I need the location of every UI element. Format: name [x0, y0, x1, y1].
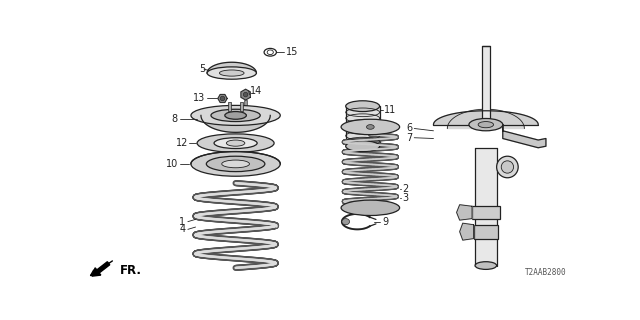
Bar [474, 225, 498, 239]
Text: 13: 13 [193, 93, 205, 103]
Text: 3: 3 [403, 193, 409, 203]
Ellipse shape [221, 160, 250, 168]
Ellipse shape [220, 96, 225, 101]
Polygon shape [503, 124, 546, 148]
Bar [228, 101, 231, 111]
Polygon shape [201, 116, 270, 132]
Ellipse shape [197, 134, 274, 152]
Bar [346, 106, 380, 146]
Text: FR.: FR. [120, 264, 142, 277]
Polygon shape [218, 99, 223, 102]
Ellipse shape [225, 112, 246, 119]
Text: 1: 1 [179, 217, 186, 227]
Polygon shape [218, 94, 223, 99]
Ellipse shape [341, 119, 399, 135]
Polygon shape [223, 99, 227, 102]
Polygon shape [223, 94, 227, 99]
Polygon shape [433, 111, 538, 124]
Ellipse shape [243, 92, 248, 97]
Text: 12: 12 [175, 138, 188, 148]
Text: 11: 11 [384, 105, 396, 115]
Text: 10: 10 [166, 159, 178, 169]
Text: 4: 4 [179, 224, 186, 234]
Ellipse shape [220, 70, 244, 76]
Text: 9: 9 [382, 217, 388, 227]
Text: T2AAB2800: T2AAB2800 [525, 268, 566, 277]
Ellipse shape [478, 122, 493, 128]
FancyArrow shape [92, 262, 109, 276]
Ellipse shape [214, 138, 257, 148]
Ellipse shape [367, 124, 374, 129]
Polygon shape [456, 205, 472, 220]
Bar [240, 101, 243, 111]
Polygon shape [220, 94, 225, 99]
Bar [475, 148, 497, 266]
Ellipse shape [469, 118, 503, 131]
Ellipse shape [501, 161, 513, 173]
Polygon shape [460, 223, 474, 240]
Text: 2: 2 [403, 184, 409, 194]
Bar [472, 206, 500, 219]
Text: 15: 15 [285, 47, 298, 57]
Ellipse shape [342, 219, 349, 225]
Ellipse shape [264, 48, 276, 56]
Ellipse shape [475, 262, 497, 269]
Text: 7: 7 [406, 133, 413, 143]
Bar [244, 100, 247, 106]
Text: 5: 5 [200, 64, 205, 74]
Ellipse shape [211, 109, 260, 122]
Ellipse shape [227, 140, 245, 146]
Ellipse shape [191, 152, 280, 176]
Text: 6: 6 [406, 124, 413, 133]
Ellipse shape [346, 141, 380, 152]
Ellipse shape [206, 156, 265, 172]
Ellipse shape [497, 156, 518, 178]
Polygon shape [191, 152, 280, 164]
Polygon shape [207, 62, 257, 73]
Text: 14: 14 [250, 86, 262, 96]
Polygon shape [241, 89, 250, 100]
Ellipse shape [191, 105, 280, 125]
Polygon shape [447, 109, 524, 129]
Ellipse shape [207, 67, 257, 79]
Text: 8: 8 [172, 114, 178, 124]
Bar [482, 46, 490, 124]
Ellipse shape [267, 50, 273, 55]
Ellipse shape [346, 101, 380, 112]
Polygon shape [220, 99, 225, 102]
Ellipse shape [341, 200, 399, 215]
